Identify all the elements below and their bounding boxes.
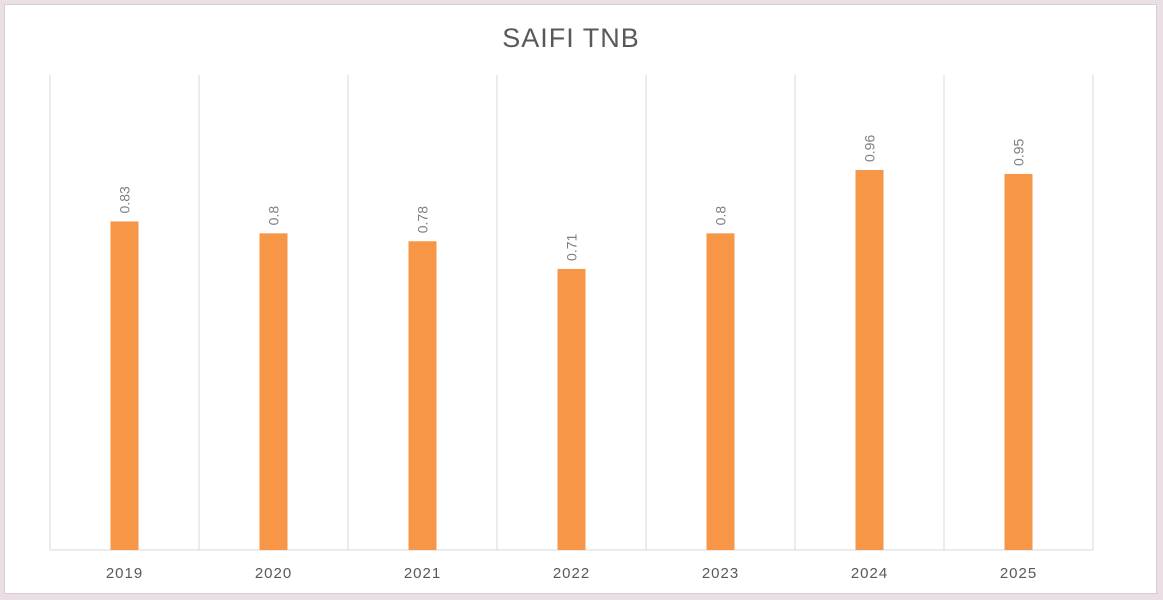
bar-2022 [557, 268, 586, 550]
bar-2024 [855, 170, 884, 550]
data-label-2025: 0.95 [1011, 138, 1027, 165]
chart-frame: SAIFI TNB 0.83 0.8 0.78 0.71 0.8 0.96 0.95 201… [4, 4, 1157, 594]
x-tick-label-2023: 2023 [702, 565, 739, 582]
data-label-2021: 0.78 [415, 206, 431, 233]
x-axis-tick-labels: 2019 2020 2021 2022 2023 2024 2025 [106, 565, 1037, 582]
bar-2020 [259, 233, 288, 551]
data-labels: 0.83 0.8 0.78 0.71 0.8 0.96 0.95 [117, 135, 1027, 261]
x-tick-label-2025: 2025 [1000, 565, 1037, 582]
chart-title: SAIFI TNB [502, 23, 640, 53]
bar-chart: SAIFI TNB 0.83 0.8 0.78 0.71 0.8 0.96 0.95 201… [49, 23, 1094, 582]
x-tick-label-2021: 2021 [404, 565, 441, 582]
bars [110, 170, 1033, 551]
x-tick-label-2019: 2019 [106, 565, 143, 582]
x-tick-label-2024: 2024 [851, 565, 888, 582]
bar-2021 [408, 241, 437, 550]
bar-2019 [110, 221, 139, 551]
data-label-2022: 0.71 [564, 233, 580, 260]
bar-2025 [1004, 173, 1033, 551]
bar-2023 [706, 233, 735, 551]
data-label-2023: 0.8 [713, 206, 729, 226]
data-label-2020: 0.8 [266, 206, 282, 226]
x-tick-label-2022: 2022 [553, 565, 590, 582]
data-label-2019: 0.83 [117, 186, 133, 213]
data-label-2024: 0.96 [862, 135, 878, 162]
x-tick-label-2020: 2020 [255, 565, 292, 582]
